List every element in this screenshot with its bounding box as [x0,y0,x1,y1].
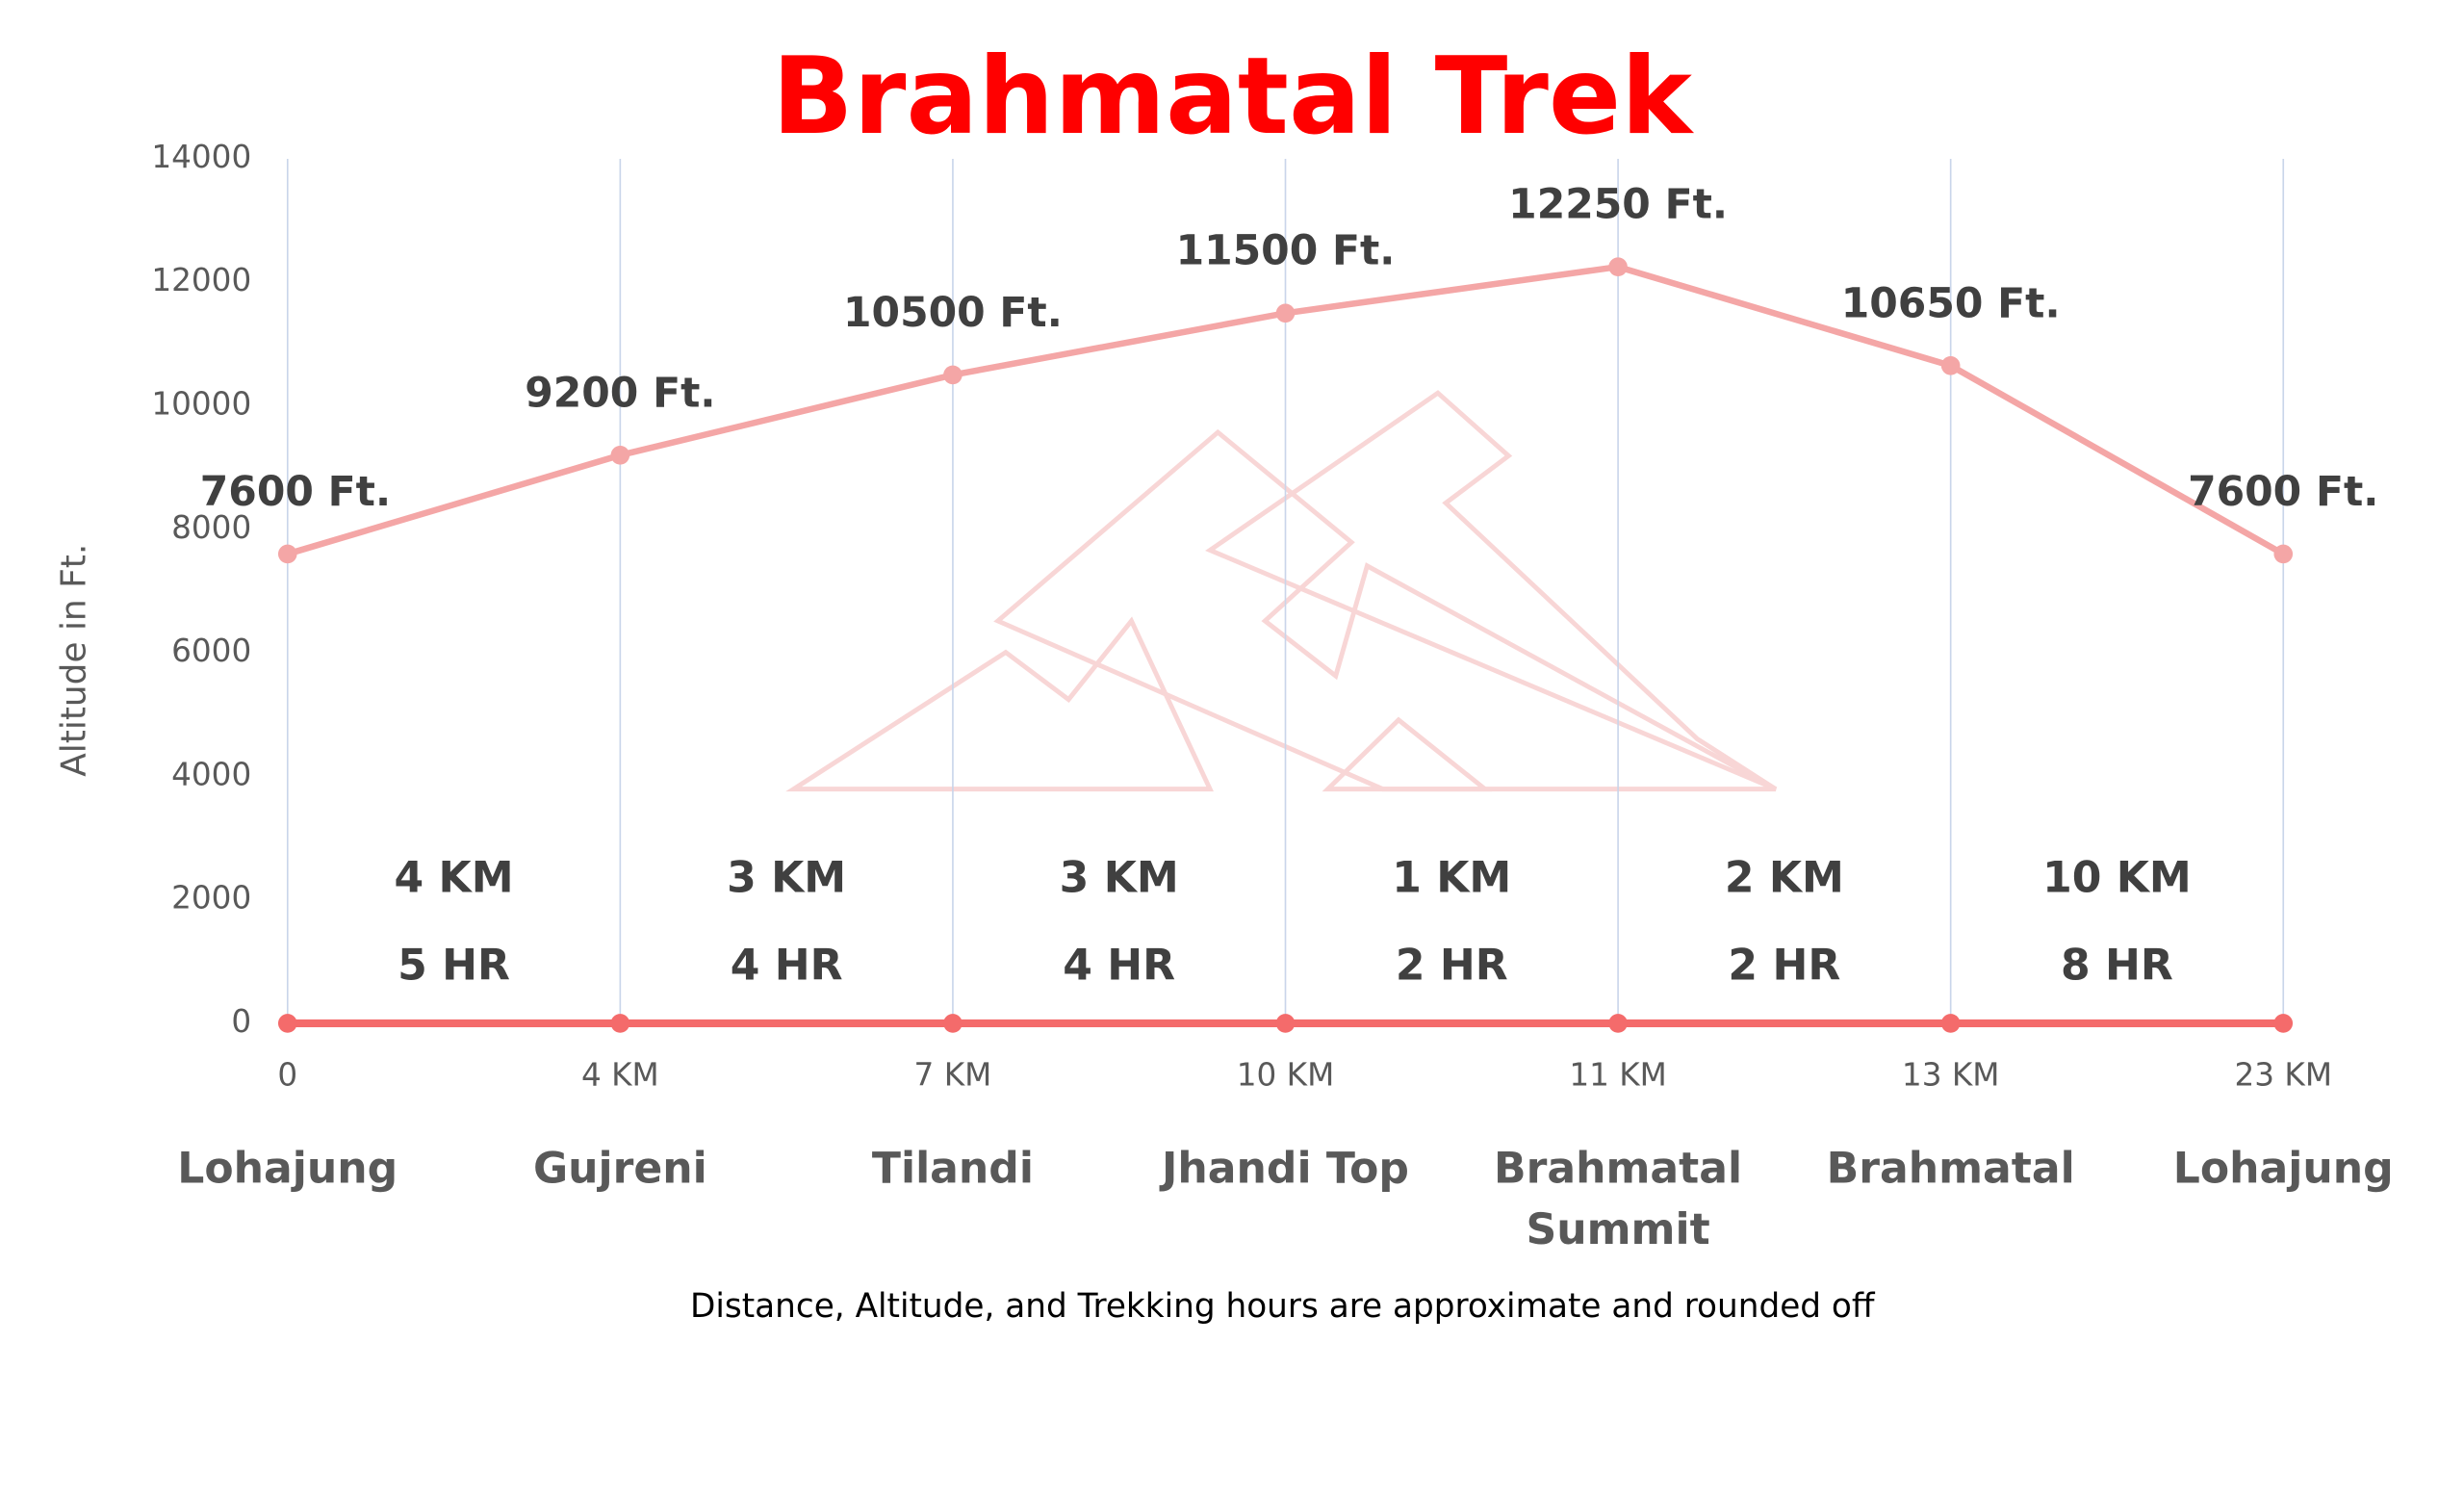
y-tick-label: 6000 [171,633,251,669]
y-tick-label: 0 [231,1003,251,1040]
x-tick-label: 11 KM [1569,1056,1666,1093]
data-point [277,1014,297,1033]
segment-time: 4 HR [1063,942,1175,991]
data-point [1940,1014,1961,1033]
segment-distance: 3 KM [1060,853,1179,902]
segment-distance: 1 KM [1392,853,1511,902]
stop-label: Tilandi [872,1144,1034,1193]
data-point [2273,544,2294,564]
x-tick-label: 10 KM [1237,1056,1334,1093]
y-tick-label: 2000 [171,880,251,917]
stop-label: Jhandi Top [1159,1144,1409,1193]
data-point [610,446,630,465]
y-tick-label: 8000 [171,509,251,546]
segment-time: 8 HR [2061,942,2173,991]
value-label: 11500 Ft. [1176,228,1396,275]
segment-time: 5 HR [398,942,510,991]
value-label: 9200 Ft. [525,370,715,417]
x-tick-label: 13 KM [1902,1056,1999,1093]
value-label: 7600 Ft. [2188,469,2378,516]
stop-label: Gujreni [533,1144,707,1193]
data-point [1608,1014,1628,1033]
data-point [610,1014,630,1033]
data-point [1275,303,1296,323]
segment-time: 2 HR [1728,942,1840,991]
data-point [2273,1014,2294,1033]
x-tick-label: 23 KM [2235,1056,2332,1093]
data-point [943,1014,962,1033]
chart-title: Brahmatal Trek [772,35,1694,159]
x-tick-label: 0 [277,1056,297,1093]
watermark-logo [785,390,1778,792]
y-tick-label: 12000 [151,262,251,298]
data-point [1608,257,1628,276]
data-point [277,544,297,564]
x-tick-label: 7 KM [914,1056,992,1093]
stop-label: Lohajung [2173,1144,2394,1193]
y-tick-label: 14000 [151,139,251,175]
segment-distance: 3 KM [727,853,846,902]
stop-label: Lohajung [177,1144,398,1193]
data-point [1940,356,1961,375]
data-point [1275,1014,1296,1033]
stop-label: Brahmatal Summit [1494,1144,1742,1254]
x-tick-label: 4 KM [581,1056,659,1093]
value-label: 12250 Ft. [1508,182,1728,229]
segment-distance: 2 KM [1725,853,1844,902]
segment-time: 4 HR [731,942,843,991]
data-point [943,365,962,385]
stop-label: Brahmatal [1827,1144,2075,1193]
note: Distance, Altitude, and Trekking hours a… [690,1287,1876,1326]
segment-distance: 4 KM [395,853,514,902]
value-label: 7600 Ft. [200,469,391,516]
value-label: 10650 Ft. [1841,280,2061,327]
segment-time: 2 HR [1396,942,1508,991]
segment-distance: 10 KM [2042,853,2192,902]
y-tick-label: 10000 [151,385,251,422]
y-tick-label: 4000 [171,756,251,792]
y-axis-label: Altitude in Ft. [54,544,93,777]
value-label: 10500 Ft. [843,290,1063,337]
